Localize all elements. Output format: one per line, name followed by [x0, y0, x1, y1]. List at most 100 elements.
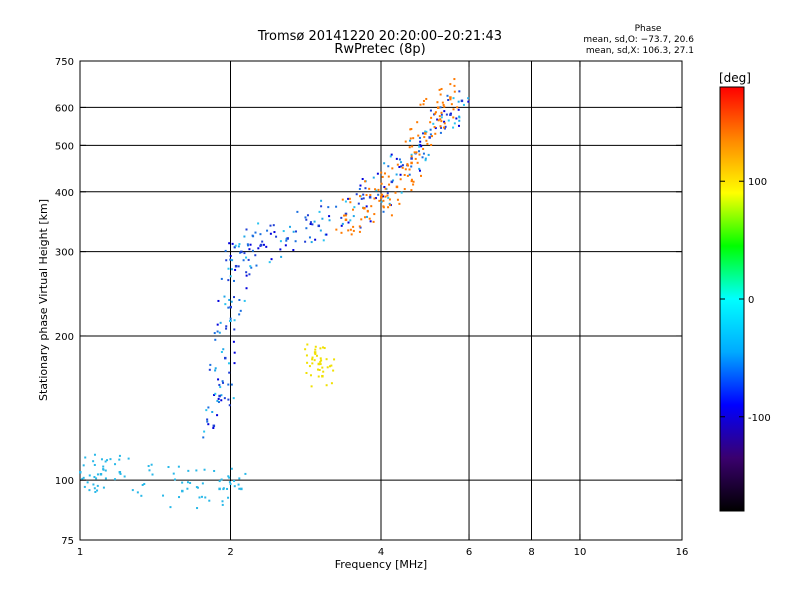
data-point	[306, 361, 309, 364]
data-point	[208, 499, 211, 502]
data-point	[314, 353, 317, 356]
data-point	[410, 155, 413, 158]
data-point	[449, 96, 452, 99]
data-point	[314, 238, 317, 241]
data-point	[162, 494, 165, 497]
data-point	[416, 121, 419, 124]
data-point	[373, 197, 376, 200]
data-point	[364, 187, 367, 190]
data-point	[238, 487, 241, 490]
data-point	[343, 214, 346, 217]
data-point	[429, 109, 432, 112]
data-point	[229, 275, 232, 278]
data-point	[207, 423, 210, 426]
data-point	[390, 153, 393, 156]
data-point	[119, 472, 122, 475]
data-point	[427, 153, 430, 156]
data-point	[418, 150, 421, 153]
data-point	[401, 166, 404, 169]
data-point	[233, 362, 236, 365]
data-point	[308, 365, 311, 368]
data-point	[403, 188, 406, 191]
data-point	[433, 126, 436, 129]
data-point	[316, 368, 319, 371]
data-point	[349, 201, 352, 204]
data-point	[430, 143, 433, 146]
data-point	[88, 474, 91, 477]
data-point	[203, 468, 206, 471]
data-point	[387, 165, 390, 168]
data-point	[229, 254, 232, 257]
data-point	[206, 420, 209, 423]
data-point	[200, 495, 203, 498]
data-point	[172, 472, 175, 475]
data-point	[223, 295, 226, 298]
data-point	[428, 136, 431, 139]
data-point	[196, 507, 199, 510]
data-point	[222, 487, 225, 490]
data-point	[228, 371, 231, 374]
data-point	[434, 132, 437, 135]
data-point	[322, 346, 325, 349]
data-point	[413, 151, 416, 154]
data-point	[292, 230, 295, 233]
data-point	[247, 244, 250, 247]
data-point	[82, 476, 85, 479]
data-point	[181, 489, 184, 493]
data-point	[209, 363, 212, 366]
data-point	[458, 90, 461, 93]
data-point	[220, 478, 223, 481]
data-point	[370, 205, 373, 208]
data-point	[220, 350, 223, 353]
data-point	[228, 481, 231, 484]
data-point	[102, 465, 105, 468]
data-point	[423, 136, 426, 139]
data-point	[417, 134, 420, 137]
data-point	[304, 348, 307, 351]
data-point	[364, 180, 367, 183]
data-point	[230, 268, 233, 271]
data-point	[383, 186, 386, 189]
data-point	[440, 113, 443, 116]
data-point	[325, 384, 328, 387]
data-point	[340, 231, 343, 234]
data-point	[443, 126, 446, 129]
data-point	[320, 359, 323, 362]
data-point	[377, 188, 380, 191]
data-point	[388, 183, 391, 186]
data-point	[418, 153, 421, 156]
data-point	[216, 399, 219, 402]
data-point	[321, 366, 324, 369]
data-point	[167, 466, 170, 469]
data-point	[104, 469, 107, 472]
y-tick-label: 750	[55, 57, 74, 68]
data-point	[140, 494, 143, 497]
data-point	[382, 210, 385, 213]
x-axis-ticks: 1 2 4 6 8 10 16	[77, 61, 688, 558]
data-point	[227, 267, 230, 270]
data-point	[221, 380, 224, 383]
data-point	[380, 196, 383, 199]
data-point	[365, 205, 368, 208]
data-point	[320, 199, 323, 202]
data-point	[96, 489, 99, 492]
data-point	[416, 161, 419, 164]
x-tick-label: 10	[574, 547, 587, 558]
data-point	[341, 222, 344, 225]
data-point	[418, 136, 421, 139]
data-point	[177, 465, 180, 468]
data-point	[195, 486, 198, 489]
data-point	[81, 477, 84, 480]
data-point	[223, 397, 226, 400]
data-point	[104, 477, 107, 480]
data-point	[408, 146, 411, 149]
data-point	[207, 406, 210, 409]
data-point	[352, 225, 355, 228]
data-point	[372, 176, 375, 179]
data-point	[340, 216, 343, 219]
data-point	[222, 348, 225, 351]
data-point	[421, 156, 424, 159]
colorbar: [deg] 100 0 -100	[719, 71, 771, 512]
data-point	[240, 487, 243, 491]
data-point	[220, 399, 223, 402]
